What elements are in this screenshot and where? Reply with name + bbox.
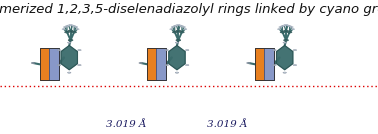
Circle shape: [287, 25, 290, 26]
Circle shape: [186, 64, 189, 66]
Circle shape: [73, 26, 76, 27]
Circle shape: [282, 25, 286, 26]
Circle shape: [281, 26, 284, 27]
Circle shape: [69, 24, 72, 25]
Circle shape: [246, 62, 250, 64]
Circle shape: [65, 26, 68, 27]
Circle shape: [173, 26, 176, 27]
Circle shape: [179, 25, 182, 26]
Circle shape: [280, 31, 285, 33]
Circle shape: [68, 30, 73, 32]
Polygon shape: [169, 46, 185, 70]
Text: Undimerized 1,2,3,5-diselenadiazolyl rings linked by cyano groups: Undimerized 1,2,3,5-diselenadiazolyl rin…: [0, 3, 378, 16]
Circle shape: [176, 30, 181, 32]
Bar: [255, 48, 265, 80]
Circle shape: [175, 42, 179, 43]
Bar: [40, 48, 49, 80]
Circle shape: [284, 24, 288, 25]
Circle shape: [68, 72, 71, 73]
Polygon shape: [277, 46, 293, 70]
Circle shape: [273, 49, 276, 51]
Circle shape: [273, 64, 276, 66]
Circle shape: [74, 27, 78, 28]
Circle shape: [67, 25, 70, 26]
Circle shape: [76, 29, 79, 30]
Circle shape: [293, 49, 297, 51]
Circle shape: [57, 49, 61, 51]
Polygon shape: [61, 46, 77, 70]
Bar: [264, 48, 274, 80]
Circle shape: [31, 62, 35, 64]
Circle shape: [71, 25, 74, 26]
Circle shape: [283, 42, 287, 43]
Text: 3.019 Å: 3.019 Å: [106, 120, 147, 129]
Circle shape: [78, 49, 81, 51]
Circle shape: [180, 26, 184, 27]
Circle shape: [165, 49, 169, 51]
Bar: [147, 48, 157, 80]
Bar: [255, 48, 274, 80]
Bar: [156, 48, 166, 80]
Circle shape: [277, 29, 280, 30]
Circle shape: [284, 30, 288, 32]
Circle shape: [175, 72, 179, 73]
Circle shape: [172, 31, 177, 33]
Circle shape: [283, 72, 287, 73]
Circle shape: [57, 64, 61, 66]
Circle shape: [290, 27, 293, 28]
Bar: [40, 48, 59, 80]
Circle shape: [177, 24, 180, 25]
Circle shape: [175, 25, 178, 26]
Circle shape: [184, 29, 187, 30]
Bar: [147, 48, 166, 80]
Circle shape: [65, 31, 70, 33]
Circle shape: [180, 31, 184, 33]
Circle shape: [72, 31, 76, 33]
Circle shape: [171, 27, 174, 28]
Circle shape: [68, 42, 71, 43]
Circle shape: [139, 62, 143, 64]
Circle shape: [176, 39, 181, 41]
Circle shape: [165, 64, 169, 66]
Circle shape: [287, 31, 292, 33]
Circle shape: [186, 49, 189, 51]
Bar: [49, 48, 59, 80]
Circle shape: [78, 64, 81, 66]
Circle shape: [279, 27, 282, 28]
Circle shape: [182, 27, 186, 28]
Circle shape: [170, 29, 173, 30]
Circle shape: [288, 26, 291, 27]
Circle shape: [64, 27, 67, 28]
Circle shape: [68, 39, 73, 41]
Circle shape: [293, 64, 297, 66]
Circle shape: [291, 29, 294, 30]
Circle shape: [284, 39, 288, 41]
Text: 3.019 Å: 3.019 Å: [206, 120, 247, 129]
Circle shape: [62, 29, 65, 30]
